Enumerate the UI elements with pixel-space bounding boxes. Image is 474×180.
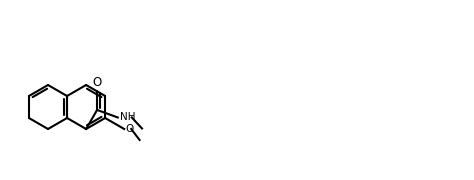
Text: O: O	[92, 76, 102, 89]
Text: NH: NH	[120, 112, 135, 122]
Text: O: O	[125, 124, 134, 134]
